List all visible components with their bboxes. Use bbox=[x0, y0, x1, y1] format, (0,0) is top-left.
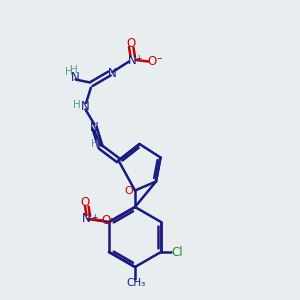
Text: O: O bbox=[101, 214, 111, 227]
Text: N: N bbox=[90, 121, 99, 134]
Text: H: H bbox=[91, 139, 98, 149]
Text: O: O bbox=[126, 37, 135, 50]
Text: Cl: Cl bbox=[172, 245, 183, 259]
Text: O: O bbox=[80, 196, 90, 209]
Text: N: N bbox=[82, 212, 91, 226]
Text: H: H bbox=[70, 64, 77, 75]
Text: –: – bbox=[156, 53, 162, 64]
Text: O: O bbox=[148, 55, 157, 68]
Text: CH₃: CH₃ bbox=[126, 278, 145, 289]
Text: +: + bbox=[135, 54, 142, 63]
Text: –: – bbox=[110, 213, 116, 223]
Text: N: N bbox=[107, 67, 116, 80]
Text: N: N bbox=[128, 53, 136, 67]
Text: N: N bbox=[81, 100, 90, 113]
Text: H: H bbox=[64, 67, 72, 77]
Text: H: H bbox=[73, 100, 81, 110]
Text: +: + bbox=[91, 213, 97, 222]
Text: O: O bbox=[124, 185, 133, 196]
Text: N: N bbox=[71, 71, 80, 85]
